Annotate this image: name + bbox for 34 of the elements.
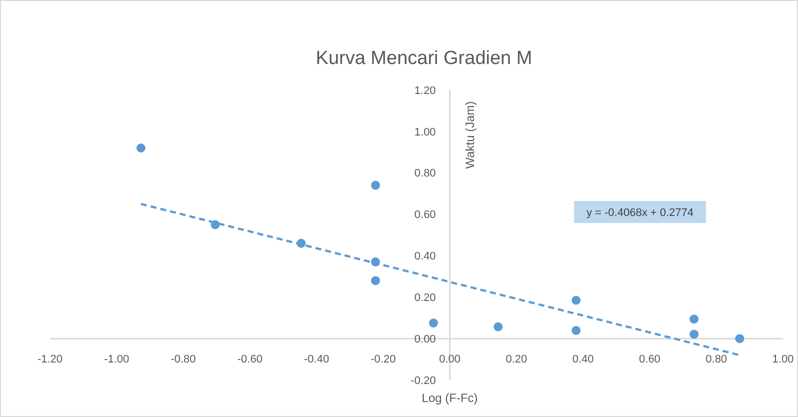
- x-tick-label: -0.60: [237, 354, 262, 366]
- y-axis-title: Waktu (Jam): [462, 101, 477, 169]
- y-tick-label: 0.40: [414, 250, 436, 263]
- point: [371, 276, 380, 286]
- x-tick-label: -1.20: [37, 354, 63, 366]
- point: [735, 334, 744, 344]
- y-tick-label: 1.20: [414, 84, 436, 97]
- x-tick-label: 0.60: [639, 354, 660, 366]
- y-tick-label: 0.80: [414, 168, 436, 180]
- x-tick-label: -0.20: [370, 354, 396, 366]
- point: [690, 330, 699, 339]
- y-tick-label: 0.60: [414, 209, 436, 222]
- x-tick-label: 0.00: [439, 354, 461, 366]
- x-axis-title: Log (F-Fc): [422, 391, 478, 405]
- x-tick-label: -1.00: [104, 354, 130, 366]
- x-tick-label: 0.20: [506, 354, 528, 366]
- x-tick-label: -0.40: [304, 354, 330, 366]
- point: [572, 326, 581, 335]
- annotation: y = -0.4068x + 0.2774: [586, 206, 694, 219]
- x-tick-label: -0.80: [170, 354, 196, 366]
- point: [572, 296, 581, 305]
- x-tick-label: 0.40: [572, 354, 594, 366]
- y-tick-label: 0.20: [414, 292, 436, 304]
- point: [371, 180, 380, 190]
- y-tick-label: -0.20: [410, 374, 436, 387]
- chart-title: Kurva Mencari Gradien M: [316, 48, 532, 69]
- y-tick-label: 0.00: [414, 333, 436, 346]
- x-tick-label: 1.00: [772, 354, 794, 366]
- point: [428, 318, 438, 328]
- x-tick-label: 0.80: [706, 354, 728, 366]
- point: [690, 314, 699, 324]
- point: [494, 322, 503, 332]
- point: [136, 144, 146, 152]
- y-tick-label: 1.00: [414, 126, 436, 138]
